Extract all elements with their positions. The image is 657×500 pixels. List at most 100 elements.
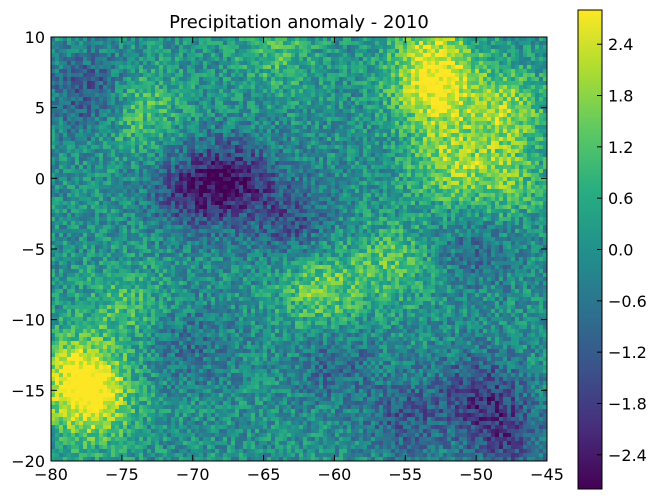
heatmap-cell	[111, 117, 116, 122]
heatmap-cell	[127, 121, 132, 126]
heatmap-cell	[455, 157, 460, 162]
heatmap-cell	[331, 93, 336, 98]
heatmap-cell	[447, 149, 452, 154]
heatmap-cell	[487, 185, 492, 190]
heatmap-cell	[227, 117, 232, 122]
heatmap-cell	[539, 49, 544, 54]
heatmap-cell	[71, 129, 76, 134]
heatmap-cell	[515, 57, 520, 62]
heatmap-cell	[443, 121, 448, 126]
heatmap-cell	[99, 141, 104, 146]
heatmap-cell	[379, 173, 384, 178]
heatmap-cell	[163, 125, 168, 130]
heatmap-cell	[223, 137, 228, 142]
heatmap-cell	[379, 93, 384, 98]
heatmap-cell	[387, 133, 392, 138]
heatmap-cell	[187, 69, 192, 74]
heatmap-cell	[327, 129, 332, 134]
heatmap-cell	[211, 57, 216, 62]
heatmap-cell	[423, 49, 428, 54]
heatmap-cell	[107, 85, 112, 90]
heatmap-cell	[243, 53, 248, 58]
heatmap-cell	[251, 165, 256, 170]
heatmap-cell	[259, 113, 264, 118]
heatmap-cell	[263, 57, 268, 62]
heatmap-cell	[159, 93, 164, 98]
heatmap-cell	[451, 153, 456, 158]
heatmap-cell	[159, 133, 164, 138]
heatmap-cell	[479, 177, 484, 182]
heatmap-cell	[199, 37, 204, 42]
heatmap-cell	[127, 141, 132, 146]
heatmap-cell	[535, 49, 540, 54]
heatmap-cell	[107, 105, 112, 110]
heatmap-cell	[327, 145, 332, 150]
heatmap-cell	[159, 185, 164, 190]
heatmap-cell	[151, 37, 156, 42]
heatmap-cell	[111, 73, 116, 78]
heatmap-cell	[227, 89, 232, 94]
heatmap-cell	[91, 41, 96, 46]
heatmap-cell	[435, 113, 440, 118]
heatmap-cell	[543, 161, 547, 166]
heatmap-cell	[163, 41, 168, 46]
heatmap-cell	[91, 49, 96, 54]
heatmap-cell	[451, 105, 456, 110]
heatmap-cell	[523, 113, 528, 118]
heatmap-cell	[151, 181, 156, 186]
heatmap-cell	[319, 49, 324, 54]
heatmap-cell	[99, 117, 104, 122]
heatmap-cell	[451, 169, 456, 174]
heatmap-cell	[283, 61, 288, 66]
heatmap-cell	[131, 73, 136, 78]
heatmap-cell	[79, 153, 84, 158]
heatmap-cell	[459, 145, 464, 150]
heatmap-cell	[199, 121, 204, 126]
heatmap-cell	[267, 125, 272, 130]
heatmap-cell	[143, 181, 148, 186]
heatmap-cell	[363, 65, 368, 70]
heatmap-cell	[219, 145, 224, 150]
heatmap-cell	[419, 61, 424, 66]
heatmap-cell	[407, 105, 412, 110]
heatmap-cell	[215, 81, 220, 86]
heatmap-cell	[275, 153, 280, 158]
heatmap-cell	[499, 37, 504, 42]
heatmap-cell	[467, 97, 472, 102]
heatmap-cell	[527, 81, 532, 86]
heatmap-cell	[443, 161, 448, 166]
heatmap-cell	[79, 193, 84, 198]
heatmap-cell	[351, 173, 356, 178]
heatmap-cell	[351, 73, 356, 78]
heatmap-cell	[519, 125, 524, 130]
heatmap-cell	[455, 149, 460, 154]
heatmap-cell	[375, 69, 380, 74]
heatmap-cell	[367, 61, 372, 66]
heatmap-cell	[227, 49, 232, 54]
heatmap-cell	[303, 169, 308, 174]
heatmap-cell	[439, 49, 444, 54]
heatmap-cell	[383, 117, 388, 122]
heatmap-cell	[167, 153, 172, 158]
heatmap-cell	[319, 45, 324, 50]
heatmap-cell	[527, 101, 532, 106]
heatmap-cell	[451, 69, 456, 74]
heatmap-cell	[239, 97, 244, 102]
heatmap-cell	[499, 145, 504, 150]
heatmap-cell	[395, 81, 400, 86]
heatmap-cell	[323, 37, 328, 42]
heatmap-cell	[307, 193, 312, 198]
heatmap-cell	[407, 109, 412, 114]
heatmap-cell	[299, 77, 304, 82]
heatmap-cell	[427, 97, 432, 102]
heatmap-cell	[511, 53, 516, 58]
heatmap-cell	[319, 149, 324, 154]
heatmap-cell	[403, 105, 408, 110]
heatmap-cell	[419, 105, 424, 110]
heatmap-cell	[135, 77, 140, 82]
heatmap-cell	[427, 173, 432, 178]
heatmap-cell	[247, 149, 252, 154]
heatmap-cell	[539, 125, 544, 130]
heatmap-cell	[479, 45, 484, 50]
heatmap-cell	[523, 49, 528, 54]
